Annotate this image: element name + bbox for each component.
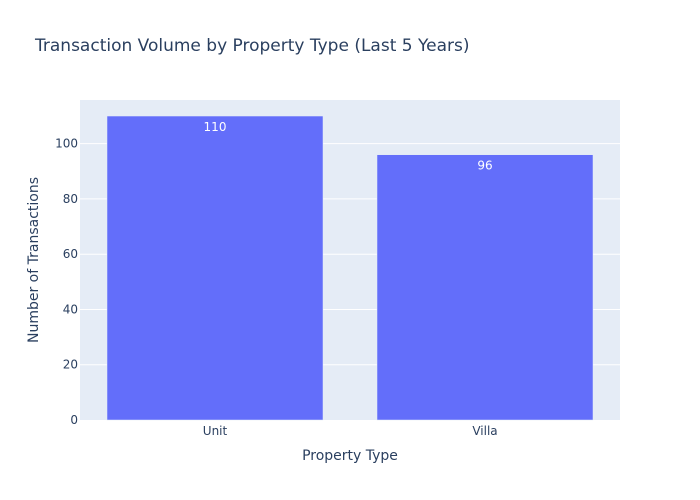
bar-villa xyxy=(376,154,594,421)
x-tick-label: Unit xyxy=(203,424,228,438)
y-tick-label: 80 xyxy=(63,192,78,206)
y-tick-label: 100 xyxy=(55,137,78,151)
chart-title: Transaction Volume by Property Type (Las… xyxy=(34,36,469,56)
x-tick-label: Villa xyxy=(472,424,497,438)
y-tick-label: 20 xyxy=(63,358,78,372)
bar-value-label: 96 xyxy=(477,159,492,173)
y-tick-label: 60 xyxy=(63,247,78,261)
y-axis-ticks: 0 20 40 60 80 100 xyxy=(55,137,78,427)
bar-unit xyxy=(106,115,324,421)
y-axis-title: Number of Transactions xyxy=(26,177,42,343)
bars xyxy=(106,115,594,421)
bar-value-labels: 110 96 xyxy=(204,120,493,173)
x-axis-title: Property Type xyxy=(302,448,398,464)
y-tick-label: 0 xyxy=(70,413,78,427)
bar-value-label: 110 xyxy=(204,120,227,134)
x-axis-ticks: Unit Villa xyxy=(203,424,498,438)
y-tick-label: 40 xyxy=(63,302,78,316)
